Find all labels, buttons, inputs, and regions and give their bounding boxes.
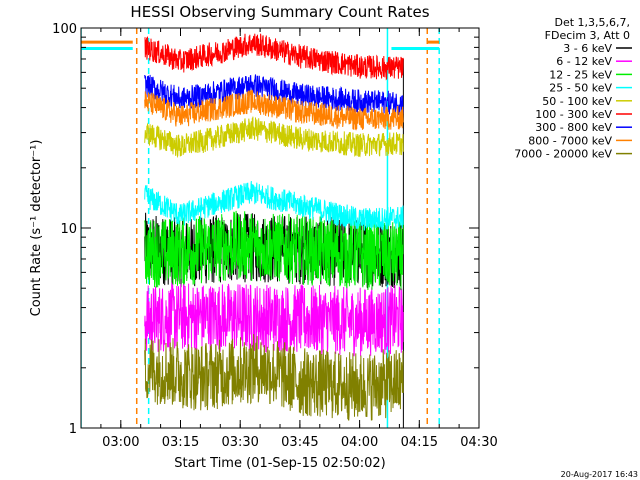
x-tick-label: 03:15 <box>162 435 199 450</box>
legend-entry-label: 3 - 6 keV <box>563 42 612 55</box>
x-tick-label: 03:45 <box>281 435 318 450</box>
series-line <box>144 180 404 231</box>
x-axis: 03:00 03:15 03:30 03:45 04:00 04:15 04:30 <box>100 28 498 450</box>
legend-header-line-2: FDecim 3, Att 0 <box>545 29 630 42</box>
series-line <box>144 282 404 357</box>
x-tick-label: 03:00 <box>102 435 139 450</box>
y-tick-label: 100 <box>52 22 77 37</box>
x-tick-label: 04:00 <box>341 435 378 450</box>
y-axis: 1 10 100 <box>52 22 479 437</box>
series-line <box>144 334 404 421</box>
series-layer <box>144 33 404 421</box>
x-tick-label: 03:30 <box>221 435 258 450</box>
series-line <box>144 210 404 291</box>
x-tick-label: 04:15 <box>401 435 438 450</box>
legend-entry-label: 300 - 800 keV <box>535 121 612 134</box>
y-axis-label: Count Rate (s⁻¹ detector⁻¹) <box>29 140 44 317</box>
legend-entry-label: 12 - 25 keV <box>549 68 612 81</box>
x-tick-label: 04:30 <box>460 435 497 450</box>
x-axis-label: Start Time (01-Sep-15 02:50:02) <box>174 456 385 471</box>
legend: Det 1,3,5,6,7, FDecim 3, Att 0 3 - 6 keV… <box>514 16 632 161</box>
y-tick-label: 10 <box>60 222 77 237</box>
legend-header-line-1: Det 1,3,5,6,7, <box>554 16 630 29</box>
footer-timestamp: 20-Aug-2017 16:43 <box>561 470 638 479</box>
chart-title: HESSI Observing Summary Count Rates <box>130 3 429 21</box>
legend-entry-label: 800 - 7000 keV <box>528 134 612 147</box>
plot-area <box>81 28 440 428</box>
series-line <box>144 89 404 131</box>
series-line <box>144 33 404 81</box>
legend-entry-label: 25 - 50 keV <box>549 82 612 95</box>
series-line <box>144 74 404 116</box>
legend-entry-label: 100 - 300 keV <box>535 108 612 121</box>
y-tick-label: 1 <box>69 422 77 437</box>
series-line <box>144 116 404 159</box>
legend-entry-label: 6 - 12 keV <box>556 55 612 68</box>
legend-entry-label: 7000 - 20000 keV <box>514 148 612 161</box>
legend-entry-label: 50 - 100 keV <box>542 95 612 108</box>
